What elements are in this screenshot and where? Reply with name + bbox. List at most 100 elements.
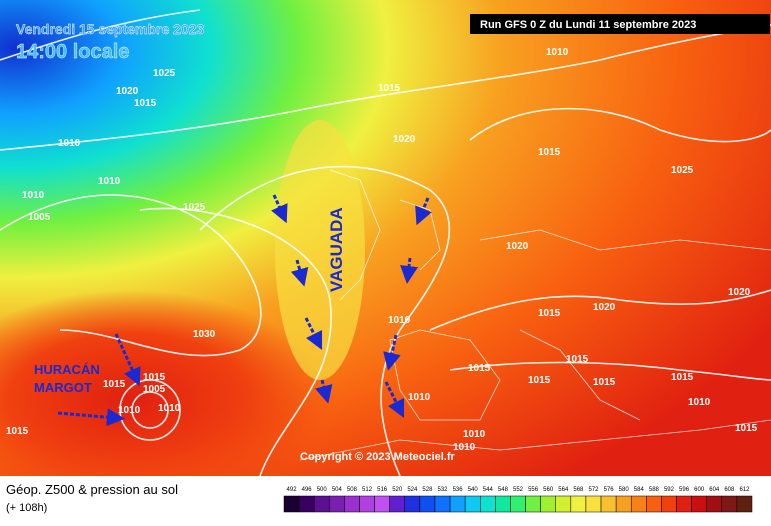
run-info: Run GFS 0 Z du Lundi 11 septembre 2023 xyxy=(480,19,696,31)
colorbar-label: 520 xyxy=(392,487,403,493)
colorbar-label: 504 xyxy=(332,487,343,493)
colorbar-label: 540 xyxy=(468,487,479,493)
colorbar-swatch xyxy=(480,495,496,513)
pressure-label: 1015 xyxy=(593,377,616,388)
pressure-label: 1020 xyxy=(593,302,616,313)
colorbar-swatch xyxy=(676,495,692,513)
date: Vendredi 15 septembre 2023 xyxy=(16,21,205,37)
pressure-label: 1025 xyxy=(153,68,176,79)
colorbar-label: 548 xyxy=(498,487,509,493)
colorbar-label: 532 xyxy=(438,487,449,493)
footer-title: Géop. Z500 & pression au sol xyxy=(6,482,178,497)
pressure-label: 1010 xyxy=(688,397,711,408)
pressure-label: 1020 xyxy=(393,134,416,145)
pressure-label: 1030 xyxy=(193,329,216,340)
pressure-label: 1010 xyxy=(453,442,476,453)
colorbar-swatch xyxy=(510,495,526,513)
colorbar-swatch xyxy=(706,495,723,513)
pressure-label: 1005 xyxy=(143,384,166,395)
colorbar-label: 528 xyxy=(422,487,433,493)
pressure-label: 1015 xyxy=(378,83,401,94)
colorbar-swatch xyxy=(329,495,345,513)
coastlines xyxy=(299,169,771,461)
colorbar-label: 584 xyxy=(634,487,645,493)
colorbar-label: 596 xyxy=(679,487,690,493)
pressure-label: 1010 xyxy=(158,403,181,414)
colorbar-swatch xyxy=(464,495,481,513)
colorbar-swatch xyxy=(389,495,406,513)
colorbar-swatch xyxy=(434,495,451,513)
pressure-label: 1010 xyxy=(388,315,411,326)
colorbar-label: 604 xyxy=(709,487,720,493)
colorbar-swatch xyxy=(540,495,556,513)
pressure-label: 1015 xyxy=(528,375,551,386)
colorbar-swatch xyxy=(404,495,421,513)
colorbar-label: 568 xyxy=(573,487,584,493)
hurricane-label: HURACÁN xyxy=(34,362,100,377)
colorbar-label: 516 xyxy=(377,487,388,493)
pressure-label: 1025 xyxy=(671,165,694,176)
colorbar-swatch xyxy=(615,495,632,513)
pressure-label: 1015 xyxy=(566,354,589,365)
colorbar-swatch xyxy=(570,495,587,513)
arrows xyxy=(57,194,432,427)
colorbar-swatch xyxy=(630,495,647,513)
pressure-label: 1010 xyxy=(546,47,569,58)
colorbar-label: 580 xyxy=(619,487,630,493)
colorbar-label: 560 xyxy=(543,487,554,493)
colorbar-label: 572 xyxy=(588,487,599,493)
pressure-label: 1010 xyxy=(408,392,431,403)
colorbar-swatch xyxy=(495,495,511,513)
copyright: Copyright © 2023 Meteociel.fr xyxy=(300,451,456,463)
colorbar-label: 608 xyxy=(724,487,735,493)
colorbar-swatch xyxy=(298,495,315,513)
colorbar-label: 500 xyxy=(317,487,328,493)
colorbar-swatch xyxy=(646,495,662,513)
colorbar-label: 512 xyxy=(362,487,373,493)
colorbar-label: 600 xyxy=(694,487,705,493)
pressure-label: 1010 xyxy=(22,190,45,201)
colorbar-swatch xyxy=(359,495,375,513)
colorbar-swatch xyxy=(585,495,602,513)
colorbar-swatch xyxy=(344,495,360,513)
colorbar-swatch xyxy=(449,495,466,513)
colorbar-swatch xyxy=(525,495,541,513)
colorbar-swatch xyxy=(736,495,753,513)
pressure-label: 1015 xyxy=(143,372,166,383)
colorbar: 492 496 500 504 508 512 516 520 524 528 532 536 540 5… xyxy=(283,487,753,513)
pressure-label: 1015 xyxy=(103,379,126,390)
colorbar-label: 536 xyxy=(453,487,464,493)
pressure-label: 1015 xyxy=(134,98,157,109)
colorbar-label: 524 xyxy=(407,487,418,493)
colorbar-label: 588 xyxy=(649,487,660,493)
pressure-label: 1010 xyxy=(58,138,81,149)
footer-lead: (+ 108h) xyxy=(6,502,47,514)
colorbar-label: 544 xyxy=(483,487,494,493)
pressure-label: 1010 xyxy=(463,429,486,440)
colorbar-label: 496 xyxy=(302,487,313,493)
colorbar-label: 508 xyxy=(347,487,358,493)
pressure-label: 1015 xyxy=(538,147,561,158)
time: 14:00 locale xyxy=(16,41,129,63)
hurricane-label: MARGOT xyxy=(34,380,92,395)
colorbar-swatch xyxy=(600,495,617,513)
pressure-label: 1015 xyxy=(468,363,491,374)
colorbar-swatch xyxy=(283,495,300,513)
pressure-label: 1010 xyxy=(118,405,141,416)
colorbar-label: 612 xyxy=(739,487,750,493)
pressure-label: 1015 xyxy=(6,426,29,437)
colorbar-swatch xyxy=(419,495,436,513)
pressure-label: 1015 xyxy=(735,423,758,434)
pressure-labels: 1025102010151010101010101005102510151010… xyxy=(6,47,758,453)
pressure-label: 1010 xyxy=(98,176,121,187)
colorbar-label: 552 xyxy=(513,487,524,493)
colorbar-label: 564 xyxy=(558,487,569,493)
colorbar-swatch xyxy=(313,495,330,513)
trough-label: VAGUADA xyxy=(327,207,346,292)
colorbar-label: 492 xyxy=(287,487,298,493)
colorbar-swatch xyxy=(661,495,677,513)
pressure-label: 1005 xyxy=(28,212,51,223)
run-banner xyxy=(470,14,770,34)
colorbar-swatch xyxy=(555,495,572,513)
